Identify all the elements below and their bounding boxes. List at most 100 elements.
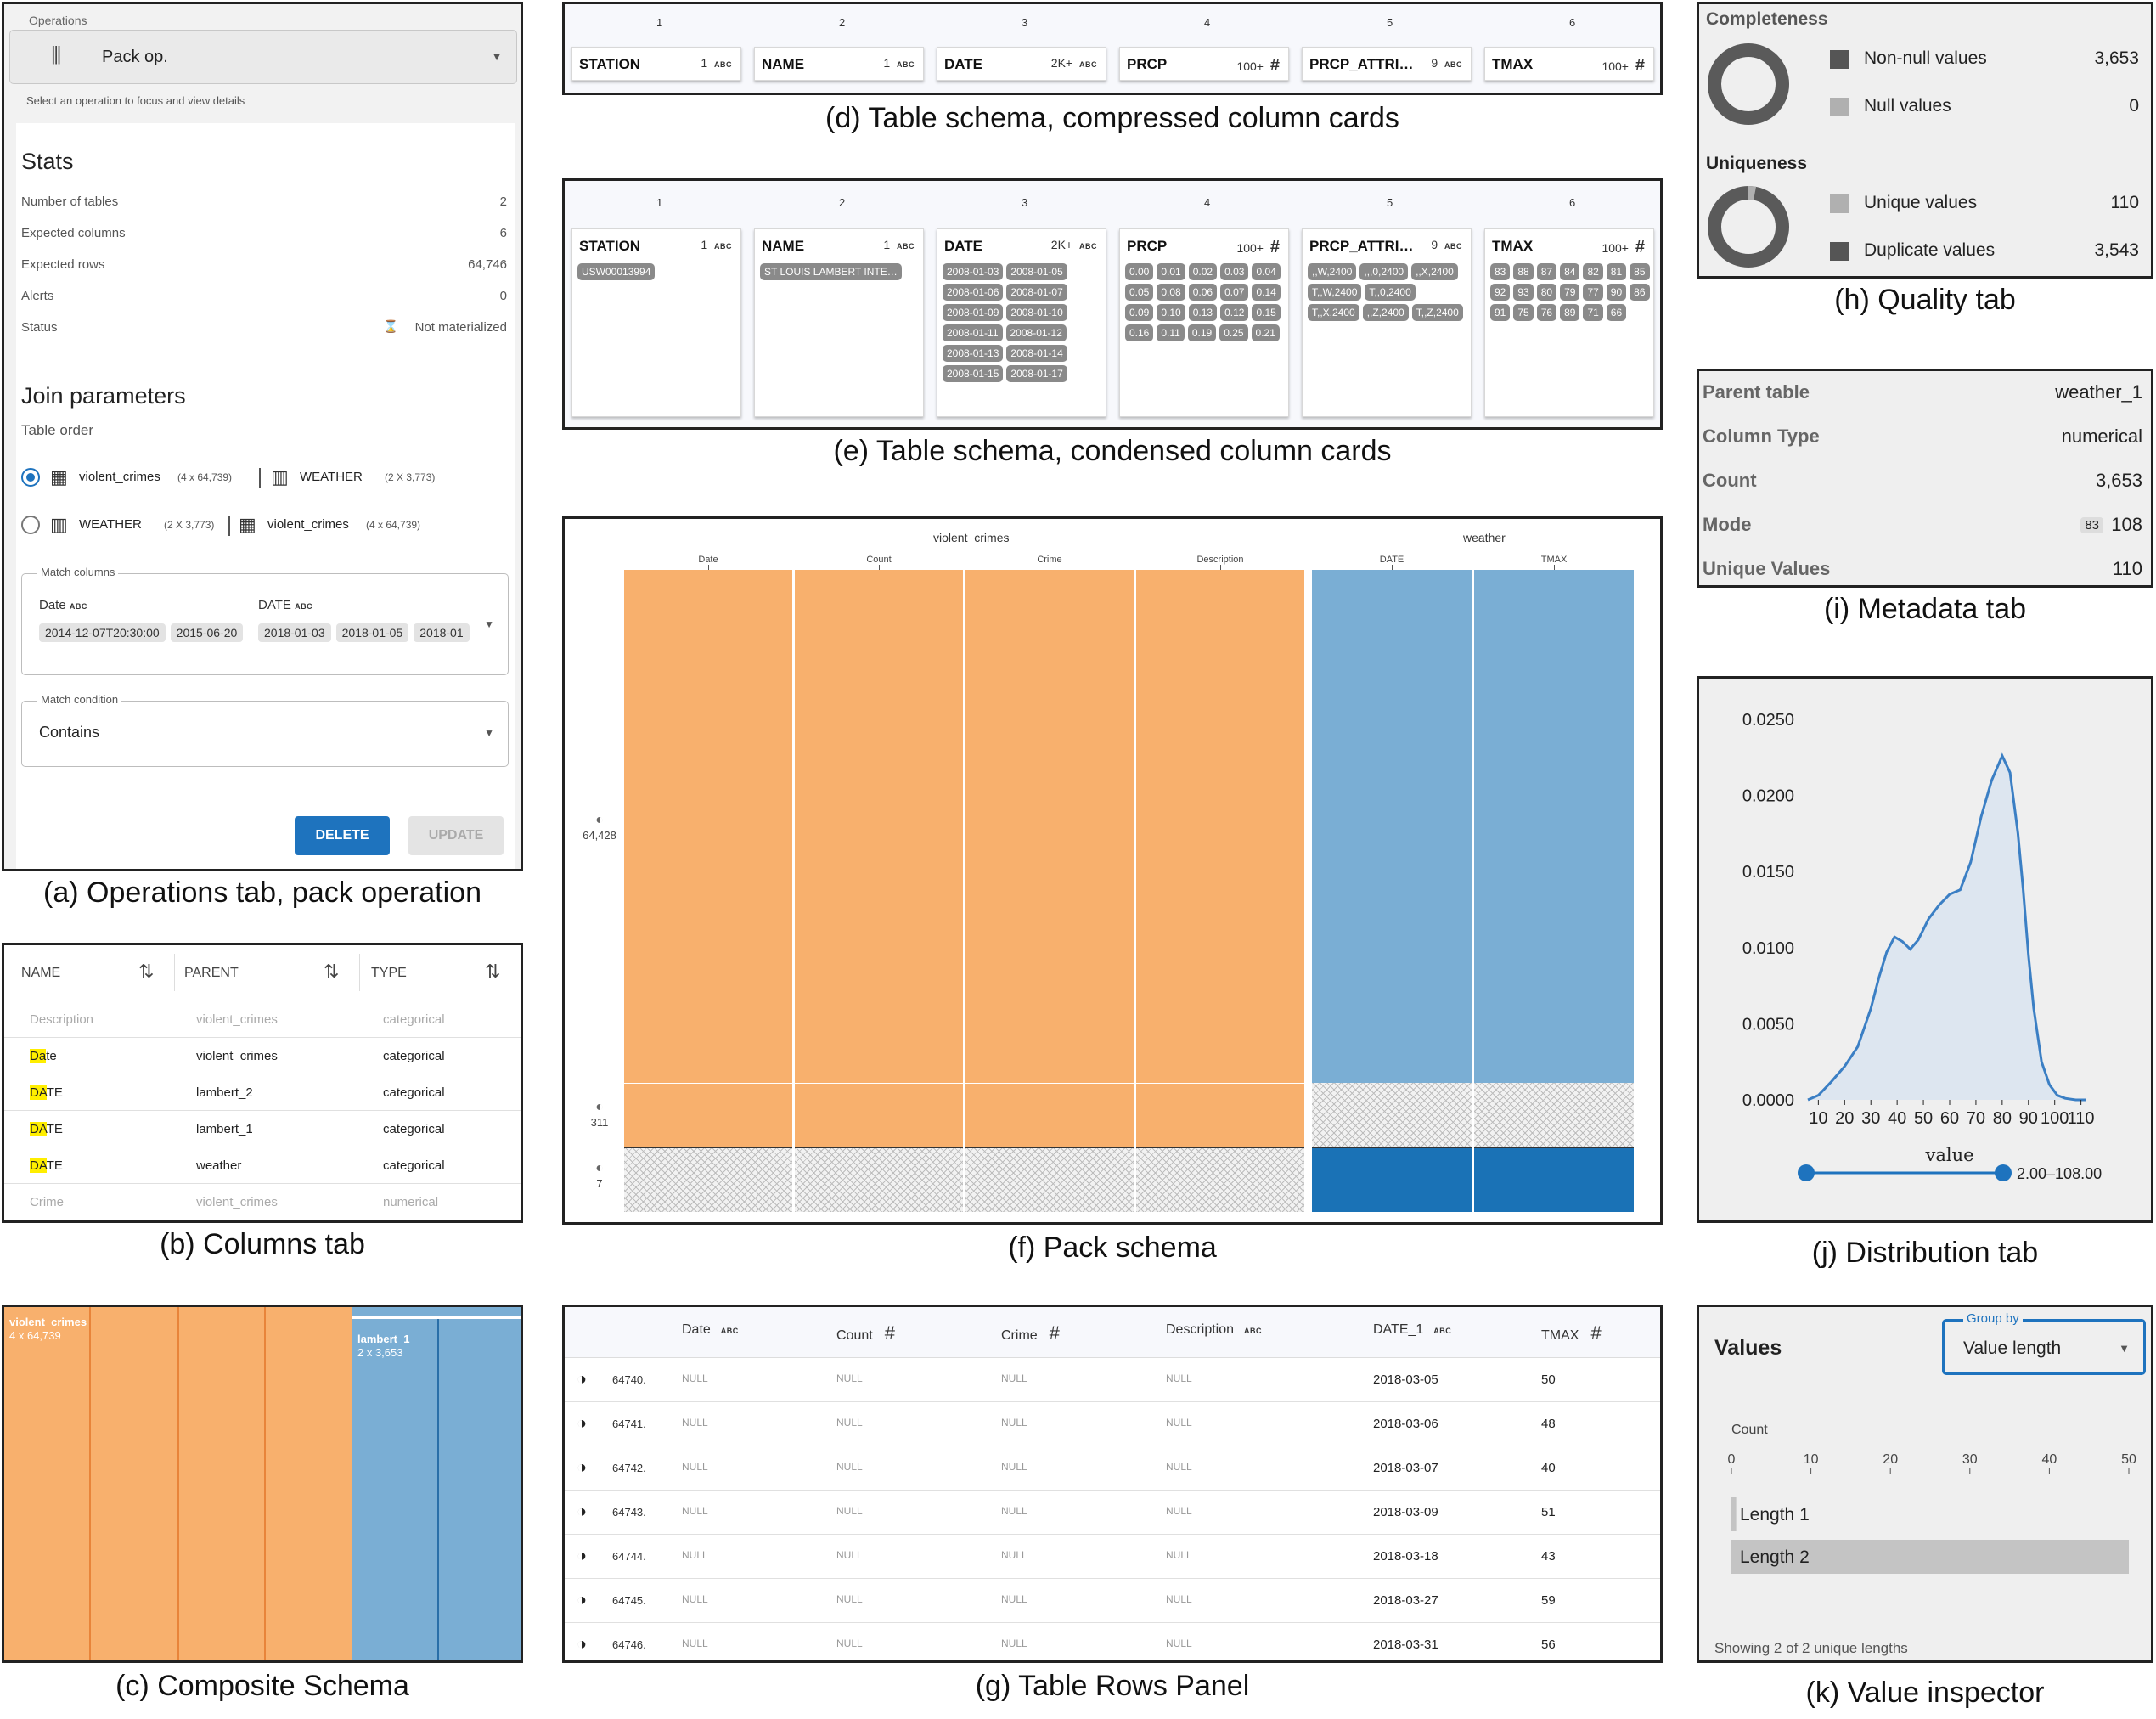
- match-condition-select[interactable]: Match condition Contains ▼: [21, 693, 509, 767]
- radio-selected-icon[interactable]: [21, 468, 40, 487]
- metadata-label: Parent table: [1703, 381, 1810, 403]
- stats-title: Stats: [21, 149, 74, 174]
- column-name-rest: TE: [46, 1085, 63, 1100]
- group-by-select[interactable]: Group by Value length ▼: [1942, 1311, 2146, 1375]
- column-card[interactable]: DATE 2K+ ABC: [937, 47, 1106, 81]
- x-axis-label: value: [1924, 1145, 1973, 1165]
- composite-left-block[interactable]: violent_crimes 4 x 64,739: [4, 1307, 352, 1660]
- column-index: 2: [839, 196, 846, 209]
- value-chip: 87: [1536, 263, 1557, 280]
- columns-panel: NAME ⇅ PARENT ⇅ TYPE ⇅ Description violen…: [2, 943, 523, 1223]
- table-row[interactable]: ◑ 64746. NULL NULL NULL NULL 2018-03-31 56: [565, 1623, 1660, 1660]
- column-tick: [1220, 565, 1221, 572]
- column-card[interactable]: NAME 1 ABC: [754, 47, 924, 81]
- uniqueness-title: Uniqueness: [1706, 154, 1808, 173]
- column-card[interactable]: TMAX 100+ #83 88 87 84 82 81 8592 93 80 79 77 90 8691…: [1484, 228, 1654, 417]
- value-chip: 2008-01-14: [1006, 345, 1067, 362]
- table-row[interactable]: Crime violent_crimes numerical: [4, 1184, 521, 1220]
- sort-icon[interactable]: ⇅: [324, 961, 340, 982]
- pack-column-block[interactable]: [1312, 570, 1472, 1083]
- composite-right-dims: 2 x 3,653: [357, 1346, 403, 1359]
- row-cell: NULL: [1166, 1505, 1192, 1517]
- rows-column-header[interactable]: TMAX #: [1541, 1322, 1602, 1344]
- row-cell: 2018-03-06: [1373, 1417, 1438, 1431]
- chevron-down-icon: ▼: [484, 618, 494, 630]
- overlap-icon: ◑: [577, 1414, 588, 1433]
- value-chip: 88: [1513, 263, 1534, 280]
- table-row[interactable]: DATE lambert_2 categorical: [4, 1074, 521, 1111]
- value-length-chart: 0 10 20 30 40 50 Length 1 Length 2: [1728, 1452, 2136, 1574]
- pack-column-block[interactable]: [624, 570, 792, 1147]
- rows-column-header[interactable]: Description ABC: [1166, 1322, 1262, 1338]
- pack-count-partial: 311: [590, 1116, 609, 1129]
- table-row[interactable]: ◑ 64744. NULL NULL NULL NULL 2018-03-18 43: [565, 1535, 1660, 1579]
- composite-schema[interactable]: violent_crimes 4 x 64,739 lambert_1 2 x …: [2, 1305, 523, 1663]
- column-card[interactable]: NAME 1 ABC ST LOUIS LAMBERT INTE…: [754, 228, 924, 417]
- row-index: 64743.: [612, 1506, 646, 1519]
- column-name: Crime: [30, 1195, 64, 1209]
- table-row[interactable]: DATE lambert_1 categorical: [4, 1111, 521, 1147]
- column-type: categorical: [383, 1085, 445, 1100]
- row-cell: NULL: [1001, 1637, 1027, 1649]
- column-card[interactable]: PRCP 100+ #0.00 0.01 0.02 0.03 0.040.05 0.08 0.…: [1119, 228, 1289, 417]
- row-cell: NULL: [1001, 1417, 1027, 1429]
- table-icon: ▥: [271, 466, 289, 488]
- column-index: 5: [1387, 16, 1393, 29]
- table-row[interactable]: ◑ 64742. NULL NULL NULL NULL 2018-03-07 40: [565, 1446, 1660, 1491]
- column-card-name: PRCP: [1127, 56, 1168, 72]
- match-columns-field[interactable]: Match columns Date ABC DATE ABC 2014-12-…: [21, 566, 509, 675]
- column-divider: [89, 1307, 91, 1660]
- pack-column-block[interactable]: [965, 570, 1134, 1147]
- column-header-parent[interactable]: PARENT: [184, 966, 239, 980]
- table-row[interactable]: ◑ 64743. NULL NULL NULL NULL 2018-03-09 51: [565, 1491, 1660, 1535]
- table-row[interactable]: ◑ 64745. NULL NULL NULL NULL 2018-03-27 59: [565, 1579, 1660, 1623]
- pack-column-block[interactable]: [1136, 570, 1304, 1147]
- table-row[interactable]: ◑ 64741. NULL NULL NULL NULL 2018-03-06 48: [565, 1402, 1660, 1446]
- value-chip: 86: [1630, 284, 1650, 301]
- value-chip: 0.11: [1157, 324, 1185, 341]
- table-row[interactable]: Description violent_crimes categorical: [4, 1001, 521, 1038]
- sort-az-icon[interactable]: ⇅: [138, 961, 155, 982]
- column-card[interactable]: STATION 1 ABC: [571, 47, 741, 81]
- table-row[interactable]: ◑ 64740. NULL NULL NULL NULL 2018-03-05 50: [565, 1358, 1660, 1402]
- column-card[interactable]: PRCP_ATTRI… 9 ABC: [1302, 47, 1472, 81]
- column-index: 2: [839, 16, 846, 29]
- row-cell: 51: [1541, 1505, 1556, 1519]
- row-cell: NULL: [1166, 1637, 1192, 1649]
- column-card[interactable]: PRCP_ATTRI… 9 ABC ,,W,2400 ,,,0,2400 ,,X,240…: [1302, 228, 1472, 417]
- radio-icon[interactable]: [21, 516, 40, 534]
- value-length-bar[interactable]: [1731, 1540, 2129, 1574]
- pack-column-block[interactable]: [1474, 570, 1634, 1083]
- column-card[interactable]: STATION 1 ABC USW00013994: [571, 228, 741, 417]
- delete-button[interactable]: DELETE: [295, 816, 390, 855]
- column-card[interactable]: TMAX 100+ #: [1484, 47, 1654, 81]
- rows-column-header[interactable]: Date ABC: [682, 1322, 739, 1338]
- table-order-option[interactable]: ▦ violent_crimes (4 x 64,739) ▥ WEATHER (2 X …: [16, 463, 515, 497]
- row-cell: NULL: [682, 1637, 708, 1649]
- table-row[interactable]: DATE weather categorical: [4, 1147, 521, 1184]
- column-card[interactable]: PRCP 100+ #: [1119, 47, 1289, 81]
- column-header-type[interactable]: TYPE: [371, 966, 407, 980]
- table-order-option[interactable]: ▥ WEATHER (2 X 3,773) ▦ violent_crimes (4 x 6…: [16, 510, 515, 544]
- column-parent: violent_crimes: [196, 1049, 278, 1063]
- table-row[interactable]: Date violent_crimes categorical: [4, 1038, 521, 1074]
- operation-select[interactable]: Operations ⦀ Pack op. ▼: [9, 14, 517, 84]
- sort-icon[interactable]: ⇅: [485, 961, 501, 982]
- rows-column-header[interactable]: Crime #: [1001, 1322, 1060, 1344]
- pack-column-block[interactable]: [795, 570, 963, 1147]
- composite-right-block[interactable]: lambert_1 2 x 3,653: [352, 1307, 521, 1660]
- range-handle-max[interactable]: [1995, 1164, 2012, 1181]
- value-length-bar[interactable]: [1731, 1497, 1737, 1531]
- rows-column-header[interactable]: Count #: [836, 1322, 895, 1344]
- row-cell: NULL: [836, 1417, 863, 1429]
- rows-column-header[interactable]: DATE_1 ABC: [1373, 1322, 1451, 1338]
- value-chip: 0.14: [1252, 284, 1281, 301]
- column-card[interactable]: DATE 2K+ ABC 2008-01-03 2008-01-052008-01-0…: [937, 228, 1106, 417]
- range-handle-min[interactable]: [1798, 1164, 1815, 1181]
- table-dims: (2 X 3,773): [385, 471, 436, 483]
- column-header-name[interactable]: NAME: [21, 966, 61, 980]
- search-highlight: DA: [30, 1085, 47, 1100]
- column-card-meta: 2K+ ABC: [1051, 56, 1097, 70]
- update-button[interactable]: UPDATE: [408, 816, 504, 855]
- pack-count-matched: 64,428: [583, 829, 616, 842]
